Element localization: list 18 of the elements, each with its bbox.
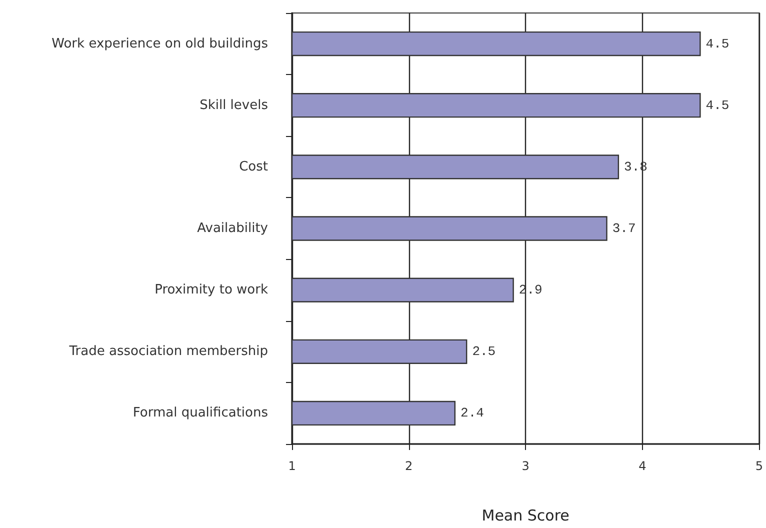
x-tick-label: 3 bbox=[522, 459, 530, 473]
y-tick-label: Proximity to work bbox=[154, 282, 268, 298]
data-label: 2.5 bbox=[472, 344, 496, 360]
x-tick-label: 1 bbox=[288, 459, 296, 473]
data-label: 3.7 bbox=[612, 221, 636, 236]
data-label: 4.5 bbox=[706, 98, 730, 113]
data-label: 4.5 bbox=[706, 36, 730, 52]
y-tick-label: Formal qualifications bbox=[132, 406, 268, 421]
y-tick-label: Skill levels bbox=[200, 98, 268, 113]
data-label: 2.4 bbox=[460, 406, 484, 421]
x-axis-title: Mean Score bbox=[482, 506, 570, 524]
y-tick-label: Availability bbox=[197, 221, 268, 236]
y-tick-label: Cost bbox=[239, 159, 268, 174]
y-tick-label: Trade association membership bbox=[68, 344, 268, 360]
y-tick-label: Work experience on old buildings bbox=[52, 36, 268, 52]
x-tick-label: 4 bbox=[638, 459, 646, 473]
x-tick-label: 5 bbox=[755, 459, 764, 473]
x-tick-label: 2 bbox=[404, 459, 413, 473]
